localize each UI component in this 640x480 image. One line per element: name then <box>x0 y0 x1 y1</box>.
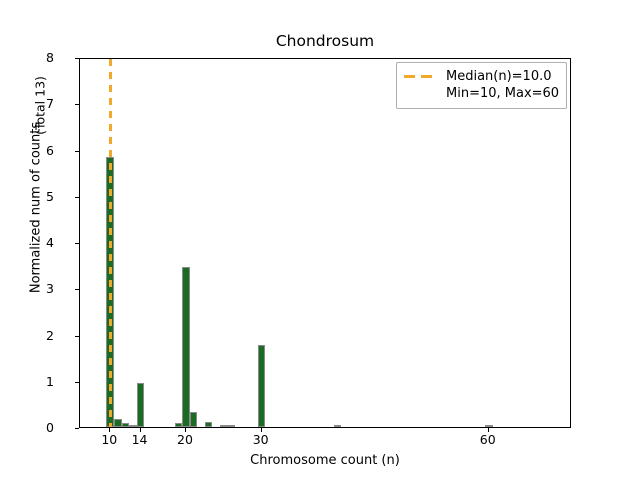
x-axis-tick-label: 30 <box>252 432 269 447</box>
median-line-layer <box>80 59 570 427</box>
y-axis-tick-mark <box>75 58 79 60</box>
x-axis-tick-label: 20 <box>177 432 193 447</box>
legend-labels: Median(n)=10.0 Min=10, Max=60 <box>446 68 559 102</box>
y-axis-tick-label: 2 <box>46 327 54 343</box>
y-axis-tick-label: 7 <box>46 96 54 112</box>
y-axis-tick-label: 0 <box>46 420 54 435</box>
histogram-bar <box>129 425 137 427</box>
y-axis-tick-mark <box>75 150 79 152</box>
histogram-bar <box>220 424 228 427</box>
legend-item-median: Median(n)=10.0 <box>446 69 552 84</box>
histogram-bar <box>121 422 130 427</box>
legend-dashed-line-icon <box>404 75 438 78</box>
y-axis-tick-mark <box>75 196 79 198</box>
chart-legend: Median(n)=10.0 Min=10, Max=60 <box>396 62 568 109</box>
median-line <box>108 59 112 427</box>
histogram-bar <box>204 422 213 427</box>
y-axis-tick-label: 1 <box>46 373 54 389</box>
histogram-bar <box>333 424 342 427</box>
y-axis-tick-mark <box>75 381 79 383</box>
histogram-bar <box>227 424 236 427</box>
x-axis-tick-label: 10 <box>101 432 118 447</box>
histogram-bar <box>182 267 190 427</box>
histogram-bar <box>136 382 145 427</box>
chart-title: Chondrosum <box>275 32 375 50</box>
y-axis-tick-mark <box>75 104 79 106</box>
x-axis-tick-label: 14 <box>131 432 148 447</box>
x-axis-tick-mark <box>260 428 262 432</box>
histogram-bar <box>484 425 493 427</box>
y-axis-tick-label: 4 <box>46 235 54 250</box>
y-axis-tick-mark <box>75 243 79 245</box>
y-axis-tick-label: 5 <box>46 188 54 204</box>
y-axis-tick-mark <box>75 428 79 430</box>
histogram-bar <box>114 419 122 427</box>
legend-item-minmax: Min=10, Max=60 <box>446 86 560 101</box>
histogram-bar <box>257 344 266 427</box>
x-axis-tick-mark <box>109 428 111 432</box>
x-axis-tick-mark <box>184 428 187 432</box>
y-axis-tick-mark <box>75 289 79 291</box>
y-axis-tick-mark <box>75 335 79 337</box>
y-axis-tick-label: 3 <box>46 281 54 297</box>
y-axis-tick-label: 6 <box>46 142 54 158</box>
x-axis-tick-mark <box>487 428 489 432</box>
plot-area <box>79 58 571 428</box>
histogram-bar <box>174 423 183 427</box>
x-axis-tick-mark <box>139 428 141 432</box>
x-axis-tick-label: 60 <box>479 432 496 447</box>
x-axis-label: Chromosome count (n) <box>250 453 400 468</box>
histogram-bar <box>189 411 198 427</box>
y-axis-tick-label: 8 <box>46 50 54 65</box>
